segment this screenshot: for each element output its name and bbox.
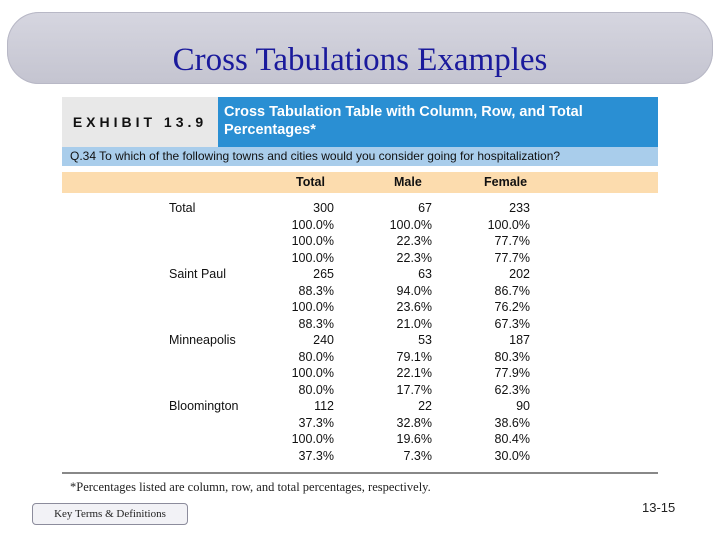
cell-total: 80.0% — [298, 382, 334, 397]
table-row: 80.0% 79.1% 80.3% — [62, 349, 658, 366]
cell-total: 37.3% — [298, 448, 334, 463]
slide-title: Cross Tabulations Examples — [172, 42, 548, 78]
cell-total: 100.0% — [291, 300, 334, 314]
exhibit-title-line2: Percentages* — [224, 122, 316, 138]
table-row: 100.0% 22.3% 77.7% — [62, 250, 658, 267]
table-row: 100.0% 19.6% 80.4% — [62, 431, 658, 448]
cell-female: 30.0% — [494, 448, 530, 463]
cell-male: 100.0% — [389, 217, 432, 232]
row-group-label: Minneapolis — [169, 333, 236, 347]
title-banner: Cross Tabulations Examples — [7, 12, 713, 84]
cell-female: 80.4% — [494, 432, 530, 446]
cell-total: 100.0% — [291, 234, 334, 248]
cell-male: 22.3% — [396, 250, 432, 265]
table-row: Total 300 67 233 — [62, 200, 658, 217]
table-footnote: *Percentages listed are column, row, and… — [70, 480, 431, 494]
table-row: 37.3% 32.8% 38.6% — [62, 415, 658, 432]
cell-total: 100.0% — [291, 217, 334, 232]
cell-male: 17.7% — [396, 382, 432, 397]
cell-male: 67 — [418, 201, 432, 215]
cell-female: 100.0% — [487, 217, 530, 232]
cell-female: 67.3% — [494, 316, 530, 331]
table-body: Total 300 67 233 100.0% 100.0% 100.0% 100.0% 22.… — [62, 200, 658, 464]
table-row: 100.0% 23.6% 76.2% — [62, 299, 658, 316]
exhibit-label: EXHIBIT 13.9 — [62, 97, 218, 147]
table-row: 88.3% 94.0% 86.7% — [62, 283, 658, 300]
cell-male: 21.0% — [396, 316, 432, 331]
cell-female: 233 — [509, 201, 530, 215]
cell-male: 22.3% — [396, 234, 432, 248]
exhibit-title-line1: Cross Tabulation Table with Column, Row,… — [224, 104, 583, 120]
column-header-female: Female — [484, 175, 528, 189]
cell-female: 77.7% — [494, 250, 530, 265]
cell-female: 86.7% — [494, 283, 530, 298]
cell-male: 79.1% — [396, 349, 432, 364]
column-header-total: Total — [296, 175, 325, 189]
cell-female: 80.3% — [494, 349, 530, 364]
cell-male: 22 — [418, 399, 432, 413]
table-row: 100.0% 22.3% 77.7% — [62, 233, 658, 250]
cell-total: 300 — [313, 201, 334, 215]
cell-male: 53 — [418, 333, 432, 347]
cell-female: 76.2% — [494, 300, 530, 314]
exhibit-header: EXHIBIT 13.9 Cross Tabulation Table with… — [62, 97, 658, 147]
key-terms-button[interactable]: Key Terms & Definitions — [32, 503, 188, 525]
table-row: 100.0% 22.1% 77.9% — [62, 365, 658, 382]
cell-total: 240 — [313, 333, 334, 347]
row-group-label: Total — [169, 201, 196, 215]
table-row: 88.3% 21.0% 67.3% — [62, 316, 658, 333]
cell-male: 7.3% — [403, 448, 433, 463]
cell-female: 62.3% — [494, 382, 530, 397]
cell-total: 112 — [314, 399, 334, 413]
cell-total: 88.3% — [298, 316, 334, 331]
cell-male: 23.6% — [396, 300, 432, 314]
row-group-label: Saint Paul — [169, 267, 226, 281]
cell-total: 100.0% — [291, 366, 334, 380]
cell-male: 19.6% — [396, 432, 432, 446]
cell-male: 94.0% — [396, 283, 432, 298]
exhibit-table: EXHIBIT 13.9 Cross Tabulation Table with… — [62, 97, 658, 497]
table-bottom-rule — [62, 472, 658, 474]
cell-total: 80.0% — [298, 349, 334, 364]
table-row: 37.3% 7.3% 30.0% — [62, 448, 658, 465]
cell-female: 202 — [509, 267, 530, 281]
cell-total: 100.0% — [291, 432, 334, 446]
table-row: 80.0% 17.7% 62.3% — [62, 382, 658, 399]
table-row: Minneapolis 240 53 187 — [62, 332, 658, 349]
table-row: 100.0% 100.0% 100.0% — [62, 217, 658, 234]
survey-question: Q.34 To which of the following towns and… — [62, 147, 658, 166]
column-header-row: Total Male Female — [62, 172, 658, 193]
cell-male: 32.8% — [396, 415, 432, 430]
cell-total: 265 — [313, 267, 334, 281]
cell-female: 90 — [516, 399, 530, 413]
table-row: Bloomington 112 22 90 — [62, 398, 658, 415]
cell-female: 77.9% — [494, 366, 530, 380]
row-group-label: Bloomington — [169, 399, 239, 413]
cell-female: 38.6% — [494, 415, 530, 430]
page-number: 13-15 — [642, 500, 676, 515]
cell-total: 37.3% — [298, 415, 334, 430]
cell-male: 22.1% — [396, 366, 432, 380]
cell-female: 77.7% — [494, 234, 530, 248]
cell-male: 63 — [418, 267, 432, 281]
cell-total: 100.0% — [291, 250, 334, 265]
cell-female: 187 — [509, 333, 530, 347]
column-header-male: Male — [394, 175, 422, 189]
cell-total: 88.3% — [298, 283, 334, 298]
table-row: Saint Paul 265 63 202 — [62, 266, 658, 283]
exhibit-title: Cross Tabulation Table with Column, Row,… — [218, 97, 658, 147]
